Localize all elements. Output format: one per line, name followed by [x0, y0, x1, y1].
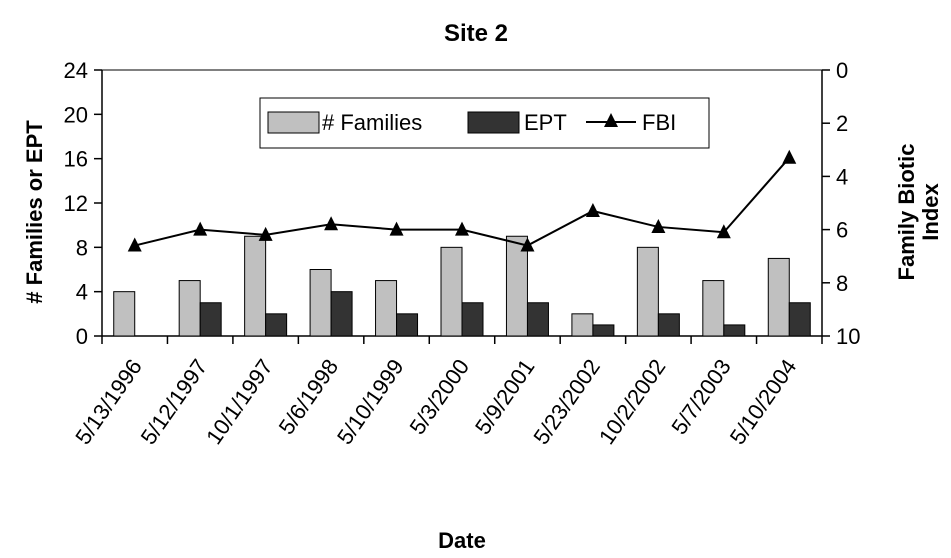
y2-tick-label: 4: [836, 164, 848, 189]
fbi-marker: [520, 237, 535, 252]
y-tick-label: 24: [64, 58, 88, 83]
bar-ept: [330, 291, 353, 337]
legend-label-ept: EPT: [524, 110, 567, 135]
x-tick-label: 5/3/2000: [404, 355, 474, 439]
bar-ept: [657, 313, 680, 337]
y2-tick-label: 2: [836, 111, 848, 136]
bar-families: [178, 280, 201, 337]
fbi-marker: [782, 149, 797, 164]
chart-title: Site 2: [444, 20, 508, 47]
fbi-marker: [193, 221, 208, 236]
bar-families: [571, 313, 594, 337]
x-axis-title: Date: [438, 528, 486, 553]
y2-axis-title-line2: Index: [918, 183, 943, 241]
y-tick-label: 16: [64, 147, 88, 172]
bar-families: [113, 291, 136, 337]
bar-ept: [396, 313, 419, 337]
bar-ept: [265, 313, 288, 337]
bar-ept: [723, 324, 746, 337]
x-tick-label: 5/10/1999: [332, 355, 409, 450]
y-tick-label: 12: [64, 191, 88, 216]
x-tick-label: 10/2/2002: [594, 355, 671, 450]
y2-axis-title: Family Biotic Index: [894, 144, 943, 281]
legend-swatch-ept: [467, 111, 520, 134]
fbi-marker: [127, 237, 142, 252]
x-tick-label: 5/9/2001: [470, 355, 540, 439]
legend-label-families: # Families: [322, 110, 422, 135]
y2-tick-label: 6: [836, 218, 848, 243]
bar-ept: [461, 302, 484, 337]
y-axis-title: # Families or EPT: [22, 120, 47, 304]
legend: # Families EPT FBI: [259, 97, 710, 149]
y-tick-label: 4: [76, 280, 88, 305]
x-tick-label: 5/7/2003: [666, 355, 736, 439]
x-tick-label: 5/10/2004: [725, 355, 802, 450]
fbi-marker: [389, 221, 404, 236]
bar-families: [440, 246, 463, 337]
y2-tick-label: 10: [836, 324, 860, 349]
bar-ept: [526, 302, 549, 337]
bar-ept: [592, 324, 615, 337]
y2-axis-title-line1: Family Biotic: [894, 144, 919, 281]
bar-families: [767, 257, 790, 337]
y2-tick-label: 8: [836, 271, 848, 296]
y2-tick-label: 0: [836, 58, 848, 83]
bar-families: [636, 246, 659, 337]
bar-families: [505, 235, 528, 337]
x-tick-label: 5/6/1998: [274, 355, 344, 439]
fbi-marker: [651, 218, 666, 233]
legend-swatch-families: [267, 111, 320, 134]
y-tick-label: 0: [76, 324, 88, 349]
fbi-marker: [455, 221, 469, 236]
bar-families: [244, 235, 267, 337]
bar-families: [309, 269, 332, 337]
bar-families: [375, 280, 398, 337]
bar-ept: [199, 302, 222, 337]
bar-ept: [788, 302, 811, 337]
y-tick-label: 8: [76, 235, 88, 260]
legend-label-fbi: FBI: [642, 110, 676, 135]
fbi-marker: [716, 224, 731, 239]
fbi-marker: [585, 202, 600, 217]
bar-families: [702, 280, 725, 337]
legend-marker-fbi: [604, 113, 618, 127]
y-tick-label: 20: [64, 102, 88, 127]
fbi-marker: [324, 216, 339, 231]
fbi-marker: [258, 226, 273, 241]
x-tick-label: 10/1/1997: [201, 355, 278, 450]
